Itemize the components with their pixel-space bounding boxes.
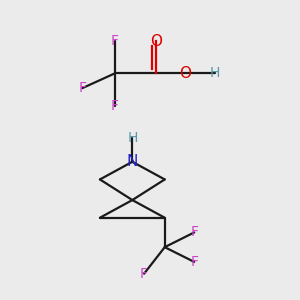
- Text: F: F: [140, 267, 148, 281]
- Text: N: N: [127, 154, 138, 169]
- Text: F: F: [190, 225, 198, 239]
- Text: O: O: [150, 34, 162, 49]
- Text: H: H: [210, 66, 220, 80]
- Text: O: O: [179, 66, 191, 81]
- Text: H: H: [127, 131, 137, 145]
- Text: F: F: [111, 34, 119, 48]
- Text: F: F: [78, 81, 86, 95]
- Text: F: F: [111, 99, 119, 113]
- Text: F: F: [190, 255, 198, 269]
